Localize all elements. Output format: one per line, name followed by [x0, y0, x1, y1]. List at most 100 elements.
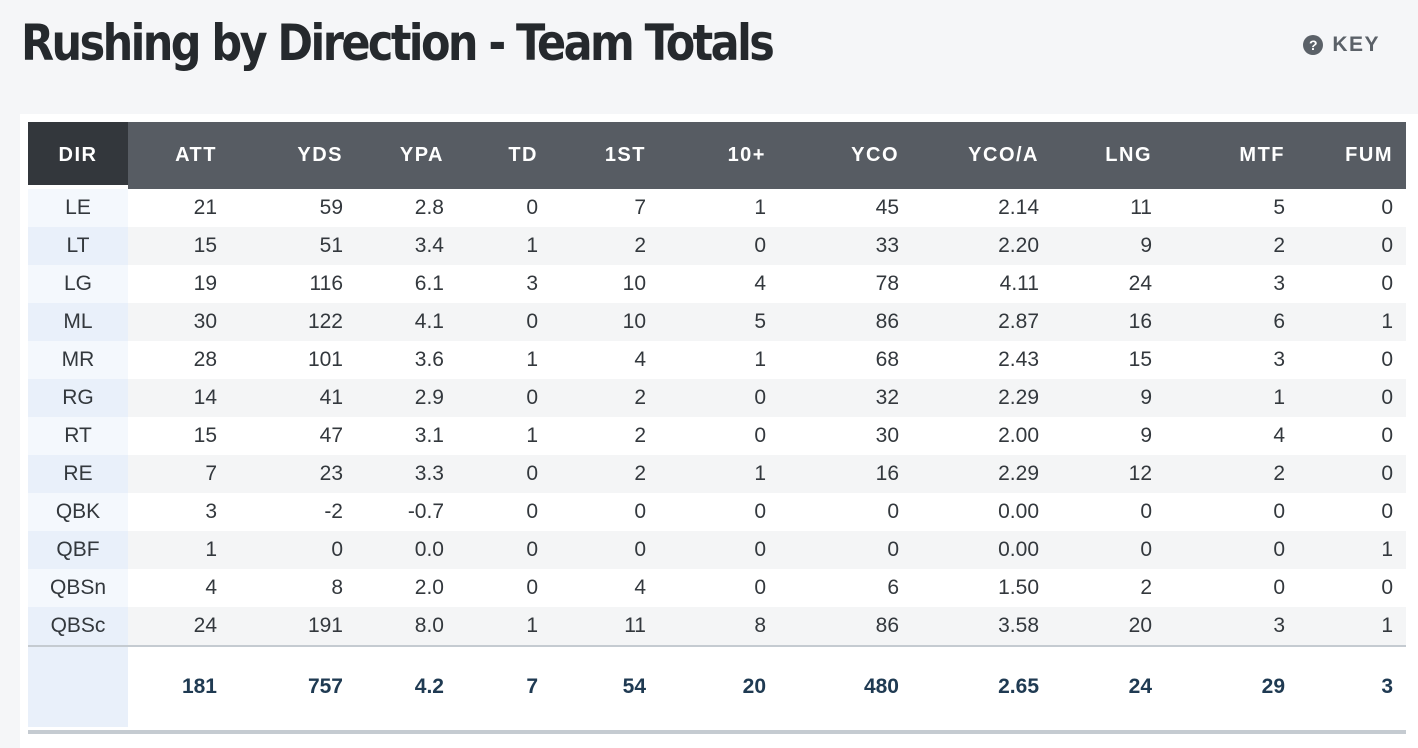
column-header[interactable]: YCO/A — [912, 122, 1052, 189]
totals-cell: 3 — [1298, 645, 1406, 727]
table-cell: 0 — [526, 500, 538, 523]
table-cell: 86 — [779, 607, 912, 646]
table-cell: 116 — [309, 272, 343, 295]
table-cell: 8 — [331, 576, 343, 599]
table-cell: 0 — [526, 196, 538, 219]
table-cell: 4 — [634, 576, 646, 599]
stats-card: DIR ATT YDS YPA TD 1ST 10+ YCO YCO/A LNG… — [20, 114, 1418, 748]
table-cell: 0 — [659, 531, 779, 569]
table-cell: 3.3 — [356, 455, 457, 493]
table-cell: 7 — [634, 196, 646, 219]
table-cell: 9 — [1052, 227, 1165, 265]
table-row: QBSc 24 191 8.0 1 11 8 86 3.58 20 3 1 — [28, 607, 1406, 646]
column-header[interactable]: YDS — [230, 122, 356, 189]
table-cell: 2.29 — [912, 379, 1052, 417]
column-header[interactable]: ATT — [128, 122, 230, 189]
table-cell: 24 — [1128, 272, 1152, 295]
table-cell: 30 — [128, 303, 230, 341]
table-row: RT 15 47 3.1 1 2 0 30 2.00 9 4 0 — [28, 417, 1406, 455]
totals-cell: 29 — [1165, 645, 1298, 727]
table-cell: 3 — [1273, 272, 1285, 295]
table-cell: 1 — [128, 531, 230, 569]
table-cell: 0 — [457, 455, 551, 493]
table-cell: 16 — [1052, 303, 1165, 341]
table-cell: 0 — [1165, 531, 1298, 569]
column-header[interactable]: DIR — [28, 122, 128, 189]
table-cell: 0 — [754, 500, 766, 523]
table-cell: 0.00 — [998, 500, 1039, 523]
column-header[interactable]: LNG — [1052, 122, 1165, 189]
table-cell: 51 — [230, 227, 356, 265]
table-cell: 0 — [1273, 576, 1285, 599]
key-button[interactable]: ? KEY — [1303, 33, 1380, 57]
column-header[interactable]: YPA — [356, 122, 457, 189]
table-cell: 3 — [205, 500, 217, 523]
table-cell: 2 — [1165, 455, 1298, 493]
table-cell: 3.1 — [414, 424, 444, 447]
table-cell: 2.0 — [414, 576, 444, 599]
table-row: LG 19 116 6.1 3 10 4 78 4.11 24 3 0 — [28, 265, 1406, 303]
table-cell: 0 — [526, 576, 538, 599]
direction-cell: QBF — [28, 531, 128, 569]
column-header[interactable]: TD — [457, 122, 551, 189]
table-cell: 1 — [1298, 303, 1406, 341]
table-cell: 1 — [754, 196, 766, 219]
table-cell: 41 — [230, 379, 356, 417]
table-cell: 12 — [1052, 455, 1165, 493]
direction-cell: QBK — [28, 493, 128, 531]
table-cell: 0 — [1381, 576, 1393, 599]
table-row: QBK 3 -2 -0.7 0 0 0 0 0.00 0 0 0 — [28, 493, 1406, 531]
table-cell: 59 — [319, 196, 343, 219]
table-cell: 2.8 — [414, 196, 444, 219]
question-circle-icon: ? — [1303, 35, 1324, 55]
table-cell: 10 — [622, 272, 646, 295]
table-cell: 5 — [659, 303, 779, 341]
table-cell: 0 — [1381, 500, 1393, 523]
column-header[interactable]: 10+ — [659, 122, 779, 189]
table-cell: 6 — [887, 576, 899, 599]
table-cell: 4 — [1273, 424, 1285, 447]
table-row: MR 28 101 3.6 1 4 1 68 2.43 15 3 0 — [28, 341, 1406, 379]
table-cell: 8.0 — [356, 607, 457, 646]
table-cell: 0 — [659, 227, 779, 265]
table-cell: 14 — [128, 379, 230, 417]
table-cell: 8 — [659, 607, 779, 646]
rushing-direction-table: DIR ATT YDS YPA TD 1ST 10+ YCO YCO/A LNG… — [28, 122, 1406, 727]
table-cell: 0 — [1381, 272, 1393, 295]
table-cell: 0 — [634, 500, 646, 523]
header-row: DIR ATT YDS YPA TD 1ST 10+ YCO YCO/A LNG… — [28, 122, 1406, 189]
table-cell: 1 — [457, 227, 551, 265]
table-cell: 0 — [1298, 455, 1406, 493]
table-cell: -0.7 — [407, 500, 444, 523]
table-cell: 0 — [1273, 500, 1285, 523]
table-cell: 2.14 — [998, 196, 1039, 219]
table-cell: 0 — [754, 576, 766, 599]
table-cell: 0 — [1140, 500, 1152, 523]
table-cell: 15 — [1128, 348, 1152, 371]
column-header[interactable]: FUM — [1298, 122, 1406, 189]
table-cell: 0 — [551, 531, 659, 569]
column-header[interactable]: YCO — [779, 122, 912, 189]
table-cell: 2 — [551, 455, 659, 493]
table-cell: 20 — [1052, 607, 1165, 646]
table-cell: 68 — [875, 348, 899, 371]
direction-cell: QBSn — [28, 569, 128, 607]
table-cell: 19 — [193, 272, 217, 295]
column-header[interactable]: 1ST — [551, 122, 659, 189]
table-cell: 15 — [128, 227, 230, 265]
table-cell: 0 — [1381, 424, 1393, 447]
table-cell: 2.9 — [356, 379, 457, 417]
table-cell: 0.0 — [356, 531, 457, 569]
table-cell: 45 — [875, 196, 899, 219]
table-cell: 191 — [230, 607, 356, 646]
direction-cell: RG — [28, 379, 128, 417]
table-cell: 3.58 — [912, 607, 1052, 646]
table-cell: 1 — [457, 607, 551, 646]
table-cell: 2 — [551, 379, 659, 417]
table-cell: 0.00 — [912, 531, 1052, 569]
column-header[interactable]: MTF — [1165, 122, 1298, 189]
direction-cell: MR — [28, 341, 128, 379]
table-cell: 47 — [319, 424, 343, 447]
totals-cell: 480 — [779, 645, 912, 727]
table-cell: 2.43 — [998, 348, 1039, 371]
